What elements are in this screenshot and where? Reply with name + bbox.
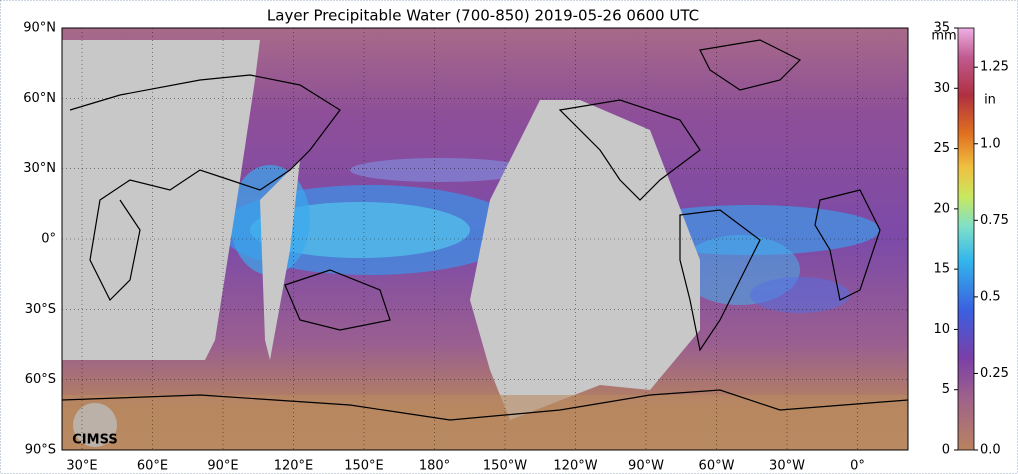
longitude-label: 60°W: [699, 459, 735, 474]
longitude-label: 90°W: [628, 459, 664, 474]
colorbar-mm-label: 20: [933, 201, 950, 216]
colorbar-mm-label: 10: [933, 322, 950, 337]
colorbar-in-label: 0.25: [980, 366, 1009, 381]
map-image: [62, 28, 908, 450]
latitude-label: 60°N: [23, 91, 56, 106]
longitude-label: 60°E: [137, 459, 168, 474]
colorbar-in-unit: in: [984, 93, 996, 108]
longitude-label: 90°E: [207, 459, 238, 474]
latitude-label: 60°S: [25, 372, 56, 387]
longitude-label: 30°E: [66, 459, 97, 474]
colorbar-mm-label: 0: [942, 443, 950, 458]
latitude-label: 90°N: [23, 21, 56, 36]
logo-text: CIMSS: [72, 433, 117, 448]
longitude-label: 120°W: [553, 459, 597, 474]
longitude-label: 30°W: [769, 459, 805, 474]
latitude-label: 0°: [41, 232, 56, 247]
colorbar-mm-label: 25: [933, 141, 950, 156]
colorbar-mm-label: 5: [942, 382, 950, 397]
latitude-label: 90°S: [25, 443, 56, 458]
colorbar-mm-label: 35: [933, 21, 950, 36]
colorbar-in-label: 0.0: [980, 443, 1001, 458]
latitude-label: 30°S: [25, 302, 56, 317]
colorbar-in-label: 1.0: [980, 136, 1001, 151]
longitude-label: 150°E: [344, 459, 384, 474]
colorbar-in-label: 1.25: [980, 60, 1009, 75]
colorbar-mm-label: 30: [933, 81, 950, 96]
longitude-label: 150°W: [483, 459, 527, 474]
colorbar-in-label: 0.5: [980, 289, 1001, 304]
colorbar-mm-unit: mm: [931, 29, 956, 44]
logo: CIMSS: [72, 403, 118, 448]
longitude-label: 180°: [419, 459, 450, 474]
latitude-label: 30°N: [23, 161, 56, 176]
colorbar-in-label: 0.75: [980, 213, 1009, 228]
colorbar: [957, 27, 975, 451]
longitude-label: 0°: [850, 459, 865, 474]
map-title: Layer Precipitable Water (700-850) 2019-…: [267, 7, 699, 25]
colorbar-mm-label: 15: [933, 262, 950, 277]
longitude-label: 120°E: [274, 459, 314, 474]
